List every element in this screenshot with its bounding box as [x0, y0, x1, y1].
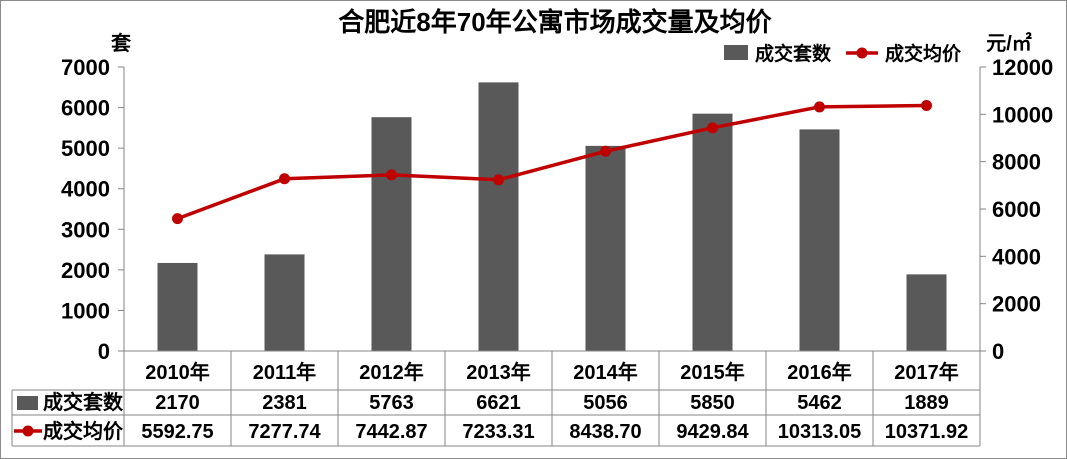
price-point-2014 — [600, 145, 611, 157]
count-bar-2014 — [585, 145, 626, 351]
table-count-row-label: 成交套数 — [43, 390, 124, 414]
legend-count-swatch — [724, 45, 748, 60]
count-bar-2013 — [478, 82, 519, 351]
x-category-label-2011: 2011年 — [253, 360, 316, 384]
legend: 成交套数 成交均价 — [724, 42, 962, 65]
table-price-cell-2012: 7442.87 — [355, 421, 427, 443]
table-price-cell-2011: 7277.74 — [248, 421, 321, 443]
price-point-2011 — [279, 173, 290, 185]
price-point-2012 — [386, 169, 397, 181]
x-category-label-2013: 2013年 — [466, 360, 531, 384]
price-point-2016 — [814, 101, 825, 113]
price-point-2017 — [921, 100, 932, 112]
y-right-tick-label-8000: 8000 — [992, 150, 1041, 175]
table-count-cell-2011: 2381 — [262, 392, 307, 414]
table-count-cell-2017: 1889 — [904, 392, 949, 414]
data-table: 2010年 2170 5592.75 2011年 2381 7277.74 2012年 576… — [11, 351, 981, 447]
y-left-axis-label: 套 — [111, 31, 131, 55]
table-price-cell-2013: 7233.31 — [462, 421, 534, 443]
y-left-tick-label-5000: 5000 — [61, 136, 110, 161]
count-bar-2015 — [692, 113, 733, 352]
y-left-tick-label-2000: 2000 — [61, 258, 110, 283]
y-left-tick-label-1000: 1000 — [61, 298, 110, 323]
table-count-cell-2010: 2170 — [155, 392, 200, 414]
table-count-cell-2015: 5850 — [690, 392, 735, 414]
table-price-cell-2010: 5592.75 — [141, 421, 213, 443]
y-right-tick-label-6000: 6000 — [992, 197, 1041, 222]
y-right-tick-label-2000: 2000 — [992, 292, 1041, 317]
count-bar-2016 — [799, 129, 840, 351]
legend-price-label: 成交均价 — [885, 42, 962, 65]
plot-area: 0 1000 2000 3000 4000 5000 6000 7000 0 2000 4000 60… — [61, 55, 1053, 364]
table-price-cell-2017: 10371.92 — [885, 421, 968, 443]
count-bar-2010 — [157, 262, 198, 351]
y-left-tick-label-0: 0 — [98, 339, 110, 364]
chart-title: 合肥近8年70年公寓市场成交量及均价 — [338, 7, 772, 37]
y-left-tick-label-4000: 4000 — [61, 177, 110, 202]
table-price-cell-2016: 10313.05 — [778, 421, 861, 443]
y-right-tick-label-12000: 12000 — [992, 55, 1053, 80]
price-point-2010 — [172, 213, 183, 225]
table-price-cell-2015: 9429.84 — [676, 421, 749, 443]
table-count-cell-2012: 5763 — [369, 392, 414, 414]
y-right-axis-label: 元/㎡ — [986, 31, 1032, 55]
y-left-tick-label-7000: 7000 — [61, 55, 110, 80]
price-point-2015 — [707, 122, 718, 134]
y-left-tick-label-3000: 3000 — [61, 217, 110, 242]
x-category-label-2017: 2017年 — [894, 360, 959, 384]
table-price-cell-2014: 8438.70 — [569, 421, 641, 443]
y-left-tick-label-6000: 6000 — [61, 96, 110, 121]
x-category-label-2012: 2012年 — [359, 360, 424, 384]
table-count-cell-2016: 5462 — [797, 392, 842, 414]
count-bar-2011 — [264, 254, 305, 351]
table-count-cell-2013: 6621 — [476, 392, 521, 414]
price-line — [176, 103, 927, 221]
count-bar-2017 — [906, 274, 947, 351]
legend-count-label: 成交套数 — [755, 42, 832, 65]
legend-price-marker — [856, 47, 868, 59]
price-point-2013 — [493, 174, 504, 186]
y-right-tick-label-0: 0 — [992, 339, 1004, 364]
table-count-cell-2014: 5056 — [583, 392, 628, 414]
table-count-key — [17, 396, 38, 410]
table-price-key-marker — [22, 425, 34, 437]
x-category-label-2015: 2015年 — [680, 360, 745, 384]
x-category-label-2014: 2014年 — [573, 360, 638, 384]
x-category-label-2010: 2010年 — [145, 360, 210, 384]
table-price-row-label: 成交均价 — [43, 419, 124, 443]
x-category-label-2016: 2016年 — [787, 360, 852, 384]
count-bar-2012 — [371, 117, 412, 351]
y-right-tick-label-10000: 10000 — [992, 102, 1053, 127]
y-right-tick-label-4000: 4000 — [992, 244, 1041, 269]
